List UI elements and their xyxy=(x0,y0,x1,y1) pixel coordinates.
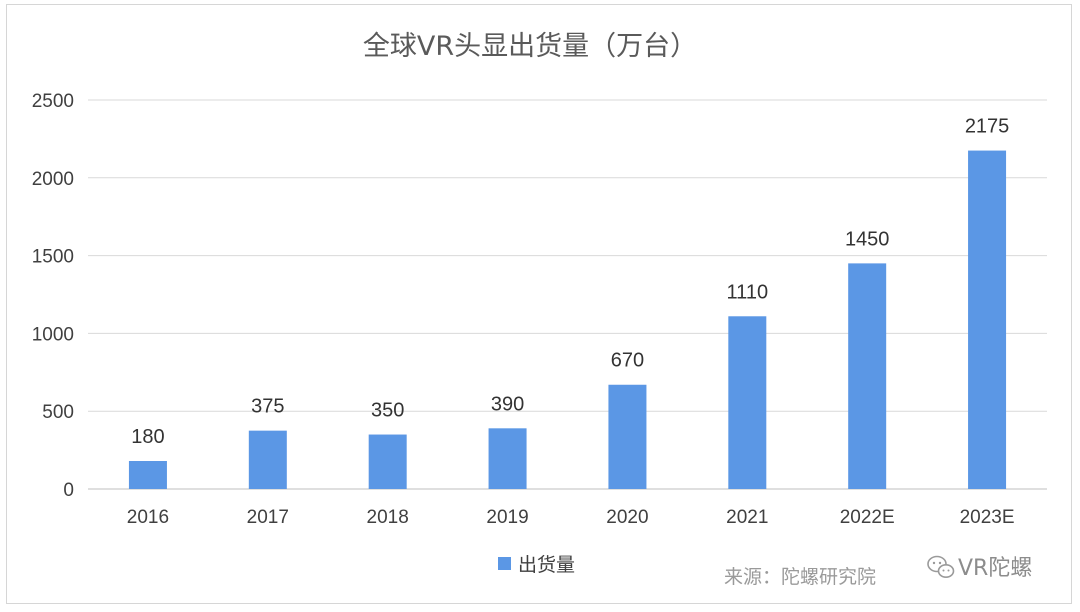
y-tick-label: 0 xyxy=(63,480,74,501)
bar xyxy=(248,430,287,489)
data-label: 350 xyxy=(371,400,404,422)
wechat-icon xyxy=(927,555,955,578)
bar xyxy=(608,384,647,489)
x-tick-label: 2020 xyxy=(606,507,648,528)
legend-label: 出货量 xyxy=(518,554,575,576)
y-tick-label: 500 xyxy=(42,402,74,423)
x-tick-label: 2017 xyxy=(247,507,289,528)
x-tick-label: 2023E xyxy=(960,507,1015,528)
x-tick-label: 2022E xyxy=(840,507,895,528)
data-label: 670 xyxy=(611,350,644,372)
chart-frame xyxy=(6,4,1072,604)
y-tick-label: 2000 xyxy=(32,169,74,190)
source-note: 来源：陀螺研究院 xyxy=(724,566,876,588)
legend-swatch xyxy=(498,557,511,570)
gridlines xyxy=(88,99,1047,490)
y-tick-label: 1500 xyxy=(32,247,74,268)
bars xyxy=(128,150,1007,489)
data-label: 1450 xyxy=(845,228,890,250)
data-label: 375 xyxy=(251,396,284,418)
bar xyxy=(728,316,767,489)
legend: 出货量 xyxy=(498,554,575,576)
x-tick-label: 2021 xyxy=(726,507,768,528)
data-label: 390 xyxy=(491,393,524,415)
x-tick-label: 2018 xyxy=(367,507,409,528)
y-tick-label: 1000 xyxy=(32,324,74,345)
y-tick-label: 2500 xyxy=(32,91,74,112)
x-tick-label: 2016 xyxy=(127,507,169,528)
bar xyxy=(488,428,527,489)
bar xyxy=(368,434,407,489)
bar xyxy=(128,460,167,489)
bar xyxy=(968,150,1007,489)
data-label: 180 xyxy=(131,426,164,448)
data-labels: 180 375 350 390 670 1110 1450 2175 xyxy=(131,116,1009,448)
watermark-text: VR陀螺 xyxy=(958,556,1032,581)
bar xyxy=(848,263,887,489)
data-label: 1110 xyxy=(727,281,769,303)
chart-title: 全球VR头显出货量（万台） xyxy=(363,31,697,62)
y-axis-ticks: 0 500 1000 1500 2000 2500 xyxy=(32,91,74,501)
x-tick-label: 2019 xyxy=(486,507,528,528)
watermark: VR陀螺 xyxy=(927,555,1032,581)
x-axis-ticks: 2016 2017 2018 2019 2020 2021 2022E 2023E xyxy=(127,507,1015,528)
data-label: 2175 xyxy=(965,116,1010,138)
